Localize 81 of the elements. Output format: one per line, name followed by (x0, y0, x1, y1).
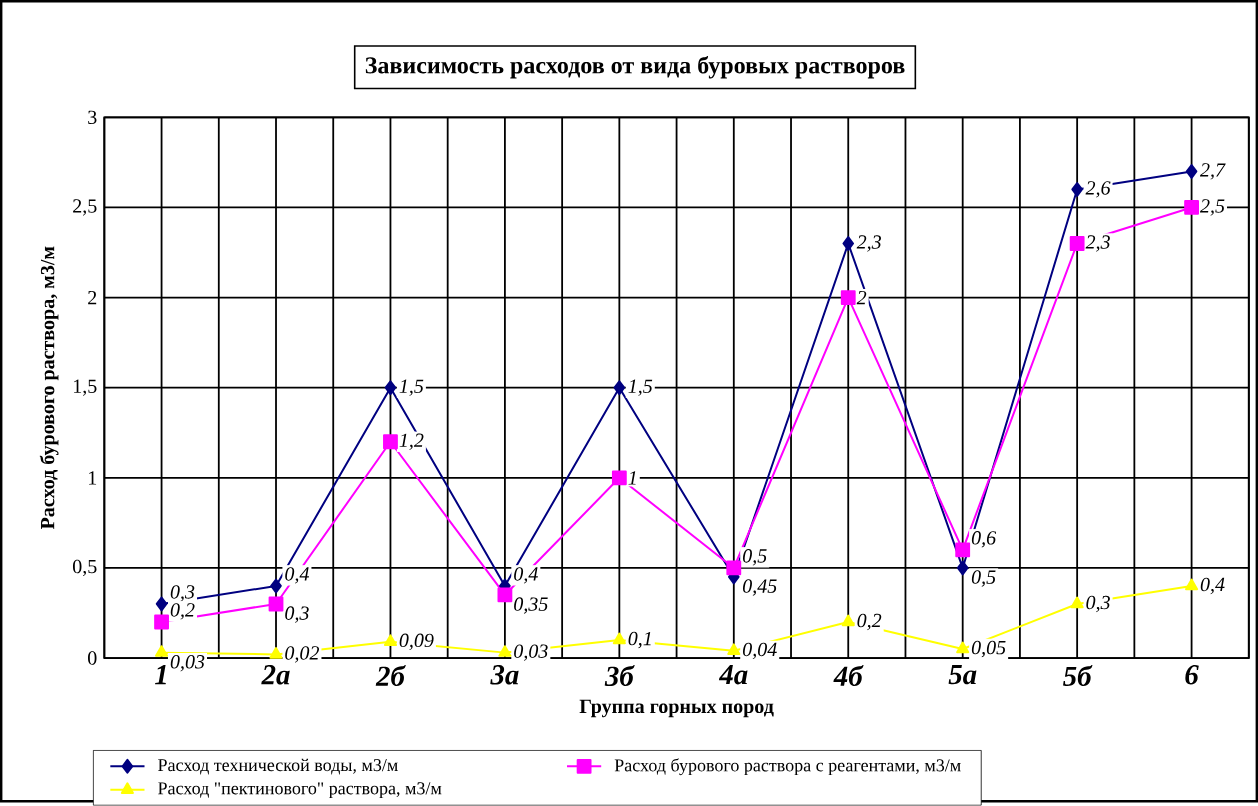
x-tick-label: 2б (375, 665, 406, 687)
data-label: 0,03 (170, 655, 205, 672)
x-tick-label: 2а (261, 665, 290, 685)
data-label: 2,6 (1085, 181, 1111, 198)
data-label: 0,4 (514, 567, 538, 584)
x-tick-label: 4б (833, 665, 864, 687)
data-label: 0,4 (1200, 577, 1225, 595)
point (612, 632, 626, 645)
data-label: 0,5 (742, 549, 767, 566)
point (155, 645, 169, 658)
data-label: 0,04 (742, 642, 777, 660)
y-tick-label: 2,5 (73, 199, 97, 216)
y-tick-label: 0 (88, 651, 97, 665)
data-label: 0,05 (971, 641, 1006, 658)
data-label: 0,3 (285, 606, 309, 623)
point (498, 645, 512, 658)
legend-label: Расход бурового раствора с реагентами, м3/м (614, 758, 961, 776)
data-label: 0,45 (742, 579, 777, 596)
point (613, 380, 626, 396)
x-tick-label: 4а (718, 665, 748, 685)
point (727, 643, 741, 656)
y-tick-label: 0,5 (72, 559, 97, 577)
data-label: 0,2 (857, 613, 882, 631)
point (497, 587, 513, 603)
point (955, 542, 971, 558)
data-label: 1 (628, 471, 636, 485)
data-label: 0,5 (971, 570, 996, 587)
x-tick-label: 6 (1185, 665, 1199, 685)
data-label: 0,6 (971, 531, 997, 548)
point (1071, 182, 1083, 198)
point (611, 470, 627, 486)
data-label: 2 (856, 291, 867, 305)
data-label: 1,2 (399, 433, 424, 451)
data-label: 0,02 (285, 646, 320, 663)
point (154, 614, 169, 630)
legend-label: Расход технической воды, м3/м (158, 758, 398, 775)
data-label: 0,1 (628, 632, 651, 649)
data-label: 0,4 (285, 567, 310, 584)
data-label: 0,35 (514, 597, 548, 614)
point (155, 596, 168, 612)
y-tick-label: 1,5 (73, 379, 97, 397)
x-tick-label: 3а (490, 665, 519, 685)
y-tick-label: 2 (88, 291, 97, 305)
data-label: 1,5 (628, 379, 653, 397)
point (841, 614, 855, 627)
point (383, 434, 398, 450)
x-tick-label: 1 (155, 665, 166, 685)
point (956, 641, 970, 654)
point (840, 290, 856, 306)
data-label: 2,3 (856, 235, 881, 252)
y-tick-label: 1 (89, 471, 97, 485)
x-axis-title: Группа горных пород (579, 699, 774, 718)
point (1070, 596, 1084, 609)
point (383, 634, 398, 647)
point (1184, 200, 1199, 216)
y-axis-title: Расход бурового раствора, м3/м (39, 246, 59, 530)
point (384, 380, 397, 396)
point (726, 560, 742, 576)
data-label: 2,7 (1200, 163, 1226, 180)
y-tick-label: 3 (88, 110, 97, 125)
point (1185, 578, 1199, 591)
x-tick-label: 3б (604, 665, 635, 687)
data-label: 0,03 (514, 644, 548, 662)
data-label: 2,3 (1085, 235, 1110, 252)
legend-label: Расход "пектинового" раствора, м3/м (158, 782, 442, 799)
x-tick-label: 5б (1063, 665, 1093, 687)
point (269, 647, 283, 659)
point (956, 560, 969, 576)
data-label: 0,2 (170, 603, 195, 620)
data-label: 1,5 (399, 379, 424, 397)
data-label: 0,09 (399, 633, 434, 651)
x-tick-label: 5а (948, 665, 977, 685)
point (270, 578, 282, 594)
point (842, 236, 855, 252)
point (1069, 236, 1085, 252)
data-label: 0,3 (1086, 595, 1110, 613)
point (1185, 164, 1198, 180)
data-label: 0,3 (170, 585, 195, 602)
chart-title: Зависимость расходов от вида буровых растворов (365, 56, 905, 79)
data-label: 2,5 (1200, 199, 1225, 216)
point (268, 596, 284, 612)
